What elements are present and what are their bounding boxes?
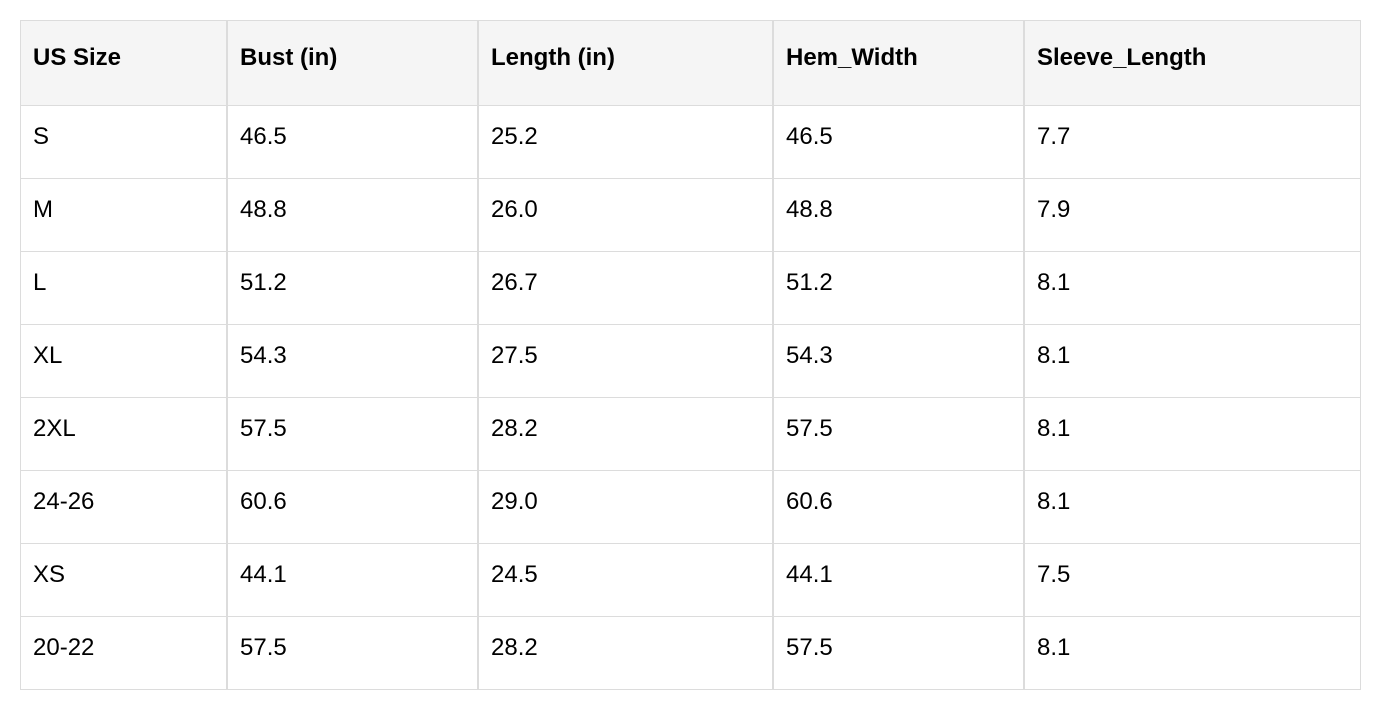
header-row: US Size Bust (in) Length (in) Hem_Width Slee… bbox=[20, 20, 1361, 106]
table-row: 20-22 57.5 28.2 57.5 8.1 bbox=[20, 617, 1361, 690]
table-row: L 51.2 26.7 51.2 8.1 bbox=[20, 252, 1361, 325]
table-row: S 46.5 25.2 46.5 7.7 bbox=[20, 106, 1361, 179]
table-cell: 57.5 bbox=[773, 617, 1024, 690]
table-cell: XS bbox=[20, 544, 227, 617]
table-cell: XL bbox=[20, 325, 227, 398]
column-header: Length (in) bbox=[478, 20, 773, 106]
table-cell: 46.5 bbox=[773, 106, 1024, 179]
table-cell: 29.0 bbox=[478, 471, 773, 544]
table-cell: 8.1 bbox=[1024, 252, 1361, 325]
table-cell: 8.1 bbox=[1024, 471, 1361, 544]
table-cell: 8.1 bbox=[1024, 617, 1361, 690]
column-header: Bust (in) bbox=[227, 20, 478, 106]
table-cell: 7.5 bbox=[1024, 544, 1361, 617]
table-cell: 28.2 bbox=[478, 617, 773, 690]
table-cell: 46.5 bbox=[227, 106, 478, 179]
table-cell: 26.0 bbox=[478, 179, 773, 252]
table-cell: M bbox=[20, 179, 227, 252]
table-row: XL 54.3 27.5 54.3 8.1 bbox=[20, 325, 1361, 398]
table-cell: 57.5 bbox=[227, 398, 478, 471]
table-cell: 48.8 bbox=[227, 179, 478, 252]
table-row: 24-26 60.6 29.0 60.6 8.1 bbox=[20, 471, 1361, 544]
table-cell: 24-26 bbox=[20, 471, 227, 544]
table-cell: 28.2 bbox=[478, 398, 773, 471]
column-header: US Size bbox=[20, 20, 227, 106]
table-cell: 25.2 bbox=[478, 106, 773, 179]
size-chart-table: US Size Bust (in) Length (in) Hem_Width Slee… bbox=[20, 20, 1361, 690]
table-cell: 24.5 bbox=[478, 544, 773, 617]
table-cell: 54.3 bbox=[227, 325, 478, 398]
table-row: M 48.8 26.0 48.8 7.9 bbox=[20, 179, 1361, 252]
table-cell: S bbox=[20, 106, 227, 179]
table-row: XS 44.1 24.5 44.1 7.5 bbox=[20, 544, 1361, 617]
table-cell: 51.2 bbox=[773, 252, 1024, 325]
table-cell: 48.8 bbox=[773, 179, 1024, 252]
table-cell: 27.5 bbox=[478, 325, 773, 398]
table-cell: 60.6 bbox=[227, 471, 478, 544]
table-cell: 8.1 bbox=[1024, 325, 1361, 398]
table-cell: 57.5 bbox=[773, 398, 1024, 471]
table-cell: L bbox=[20, 252, 227, 325]
table-cell: 60.6 bbox=[773, 471, 1024, 544]
table-cell: 57.5 bbox=[227, 617, 478, 690]
table-cell: 26.7 bbox=[478, 252, 773, 325]
table-cell: 7.7 bbox=[1024, 106, 1361, 179]
table-cell: 44.1 bbox=[773, 544, 1024, 617]
table-cell: 8.1 bbox=[1024, 398, 1361, 471]
table-cell: 51.2 bbox=[227, 252, 478, 325]
column-header: Hem_Width bbox=[773, 20, 1024, 106]
table-cell: 7.9 bbox=[1024, 179, 1361, 252]
table-cell: 54.3 bbox=[773, 325, 1024, 398]
table-cell: 44.1 bbox=[227, 544, 478, 617]
column-header: Sleeve_Length bbox=[1024, 20, 1361, 106]
table-cell: 2XL bbox=[20, 398, 227, 471]
table-cell: 20-22 bbox=[20, 617, 227, 690]
table-row: 2XL 57.5 28.2 57.5 8.1 bbox=[20, 398, 1361, 471]
